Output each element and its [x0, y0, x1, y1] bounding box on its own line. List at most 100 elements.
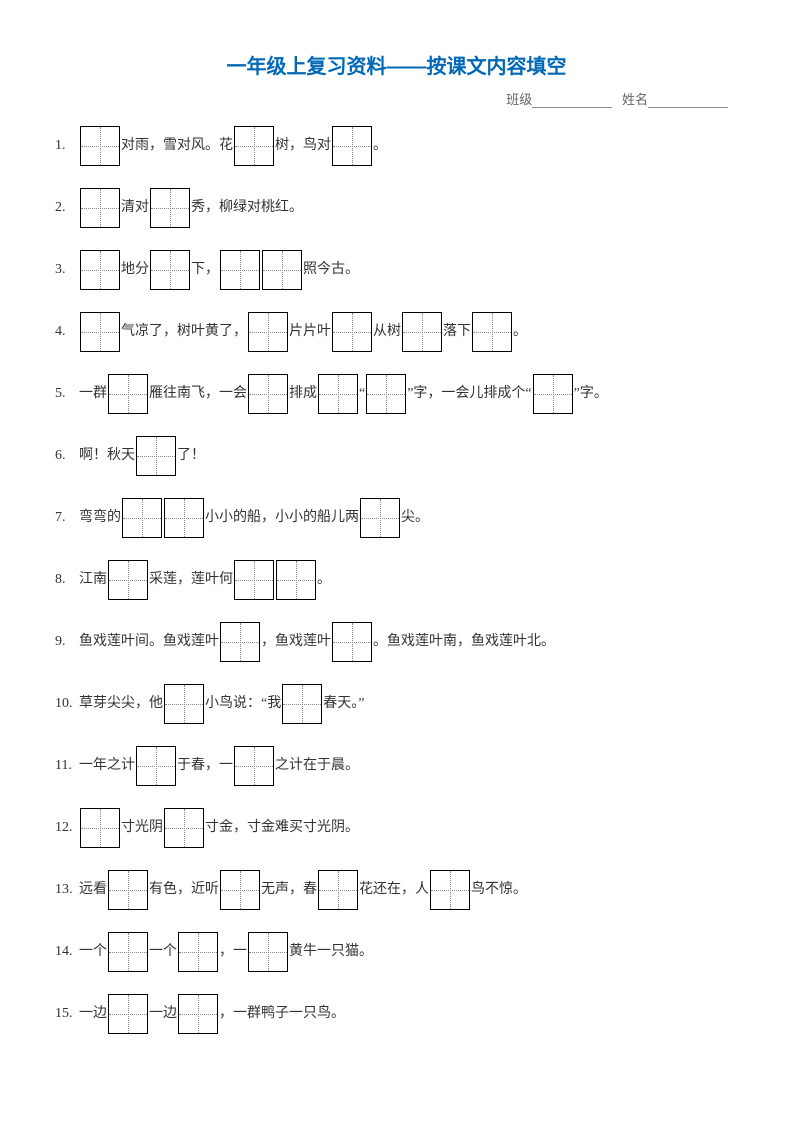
worksheet-title: 一年级上复习资料——按课文内容填空 — [55, 50, 738, 79]
questions-container: 1.对雨，雪对风。花树，鸟对。2.清对秀，柳绿对桃红。3.地分下，照今古。4.气… — [55, 126, 738, 1034]
fill-box[interactable] — [80, 250, 120, 290]
fill-box[interactable] — [80, 126, 120, 166]
question-number: 1. — [55, 126, 79, 166]
question-text: 鱼戏莲叶间。鱼戏莲叶 — [79, 622, 219, 662]
question-text: 一边 — [79, 994, 107, 1034]
question-row: 13.远看有色，近听无声，春花还在，人鸟不惊。 — [55, 870, 738, 910]
fill-box[interactable] — [248, 932, 288, 972]
question-text: 一年之计 — [79, 746, 135, 786]
fill-box[interactable] — [234, 560, 274, 600]
question-text: 一边 — [149, 994, 177, 1034]
fill-box[interactable] — [366, 374, 406, 414]
question-text: 啊！秋天 — [79, 436, 135, 476]
fill-box[interactable] — [234, 126, 274, 166]
question-number: 15. — [55, 994, 79, 1034]
fill-box[interactable] — [150, 188, 190, 228]
fill-box[interactable] — [360, 498, 400, 538]
fill-box[interactable] — [108, 374, 148, 414]
question-text: 江南 — [79, 560, 107, 600]
fill-box[interactable] — [108, 560, 148, 600]
question-text: 。鱼戏莲叶南，鱼戏莲叶北。 — [373, 622, 555, 662]
fill-box[interactable] — [318, 374, 358, 414]
question-text: 春天。” — [323, 684, 364, 724]
question-text: 寸光阴 — [121, 808, 163, 848]
question-text: 弯弯的 — [79, 498, 121, 538]
fill-box[interactable] — [282, 684, 322, 724]
fill-box[interactable] — [234, 746, 274, 786]
name-label: 姓名 — [622, 92, 648, 107]
question-number: 12. — [55, 808, 79, 848]
fill-box[interactable] — [164, 808, 204, 848]
fill-box[interactable] — [318, 870, 358, 910]
question-text: 。 — [317, 560, 331, 600]
question-row: 9.鱼戏莲叶间。鱼戏莲叶，鱼戏莲叶。鱼戏莲叶南，鱼戏莲叶北。 — [55, 622, 738, 662]
question-text: 尖。 — [401, 498, 429, 538]
question-number: 4. — [55, 312, 79, 352]
fill-box[interactable] — [276, 560, 316, 600]
question-text: 小鸟说：“我 — [205, 684, 281, 724]
question-row: 7.弯弯的小小的船，小小的船儿两尖。 — [55, 498, 738, 538]
fill-box[interactable] — [332, 622, 372, 662]
fill-box[interactable] — [108, 932, 148, 972]
fill-box[interactable] — [108, 994, 148, 1034]
fill-box[interactable] — [332, 312, 372, 352]
question-text: 从树 — [373, 312, 401, 352]
fill-box[interactable] — [150, 250, 190, 290]
question-number: 5. — [55, 374, 79, 414]
fill-box[interactable] — [178, 994, 218, 1034]
fill-box[interactable] — [533, 374, 573, 414]
question-number: 2. — [55, 188, 79, 228]
fill-box[interactable] — [430, 870, 470, 910]
fill-box[interactable] — [248, 312, 288, 352]
question-text: 。 — [373, 126, 387, 166]
question-text: 清对 — [121, 188, 149, 228]
question-text: 气凉了，树叶黄了， — [121, 312, 247, 352]
question-text: 了！ — [177, 436, 205, 476]
fill-box[interactable] — [136, 436, 176, 476]
fill-box[interactable] — [220, 870, 260, 910]
question-text: 一个 — [79, 932, 107, 972]
class-blank[interactable] — [532, 94, 612, 108]
class-label: 班级 — [506, 92, 532, 107]
question-text: 花还在，人 — [359, 870, 429, 910]
question-text: 无声，春 — [261, 870, 317, 910]
question-row: 10.草芽尖尖，他小鸟说：“我春天。” — [55, 684, 738, 724]
fill-box[interactable] — [248, 374, 288, 414]
fill-box[interactable] — [80, 188, 120, 228]
question-text: 一个 — [149, 932, 177, 972]
question-row: 4.气凉了，树叶黄了，片片叶从树落下。 — [55, 312, 738, 352]
fill-box[interactable] — [220, 622, 260, 662]
fill-box[interactable] — [108, 870, 148, 910]
question-number: 7. — [55, 498, 79, 538]
fill-box[interactable] — [332, 126, 372, 166]
fill-box[interactable] — [80, 312, 120, 352]
fill-box[interactable] — [164, 684, 204, 724]
question-number: 13. — [55, 870, 79, 910]
fill-box[interactable] — [164, 498, 204, 538]
question-text: ”字。 — [574, 374, 608, 414]
question-text: 落下 — [443, 312, 471, 352]
fill-box[interactable] — [262, 250, 302, 290]
fill-box[interactable] — [122, 498, 162, 538]
question-text: 于春，一 — [177, 746, 233, 786]
question-number: 8. — [55, 560, 79, 600]
student-info-row: 班级 姓名 — [55, 89, 738, 108]
question-text: 寸金，寸金难买寸光阴。 — [205, 808, 359, 848]
name-blank[interactable] — [648, 94, 728, 108]
question-row: 14.一个一个，一黄牛一只猫。 — [55, 932, 738, 972]
question-number: 10. — [55, 684, 79, 724]
question-text: 对雨，雪对风。花 — [121, 126, 233, 166]
fill-box[interactable] — [136, 746, 176, 786]
fill-box[interactable] — [402, 312, 442, 352]
fill-box[interactable] — [178, 932, 218, 972]
fill-box[interactable] — [80, 808, 120, 848]
question-text: 照今古。 — [303, 250, 359, 290]
fill-box[interactable] — [220, 250, 260, 290]
question-row: 5.一群雁往南飞，一会排成“”字，一会儿排成个“”字。 — [55, 374, 738, 414]
fill-box[interactable] — [472, 312, 512, 352]
question-row: 3.地分下，照今古。 — [55, 250, 738, 290]
question-number: 6. — [55, 436, 79, 476]
question-text: ”字，一会儿排成个“ — [407, 374, 531, 414]
question-number: 9. — [55, 622, 79, 662]
question-row: 2.清对秀，柳绿对桃红。 — [55, 188, 738, 228]
